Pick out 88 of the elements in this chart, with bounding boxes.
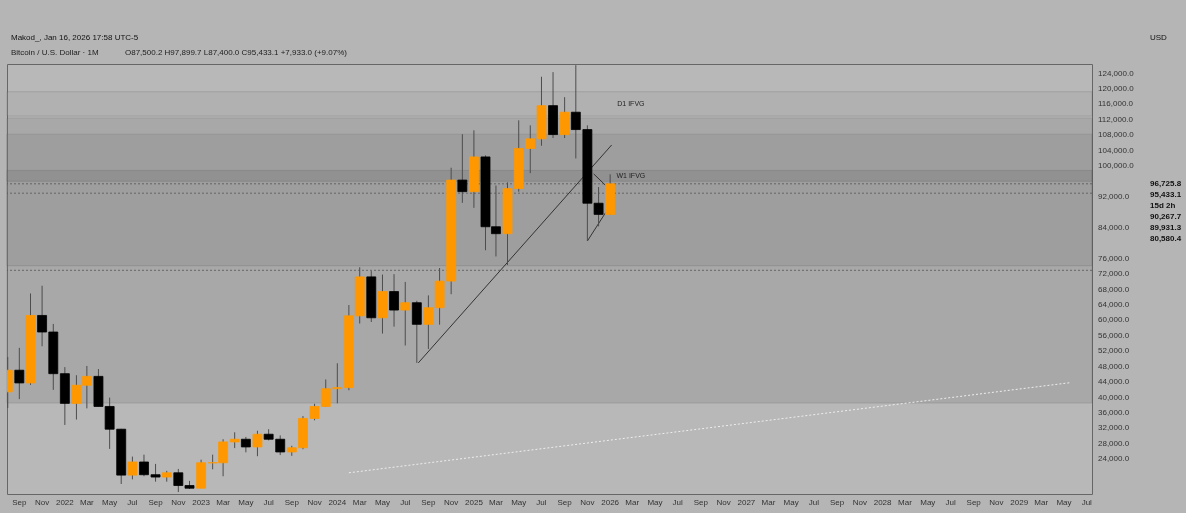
x-tick-label: Sep: [693, 498, 709, 507]
x-tick-label: Sep: [12, 498, 27, 507]
x-tick-label: Mar: [625, 498, 640, 507]
text: USD: [1150, 33, 1168, 42]
x-tick-label: Nov: [989, 498, 1004, 507]
y-tick-label: 48,000.0: [1098, 361, 1130, 371]
x-tick-label: Nov: [852, 498, 867, 507]
x-tick-label: 2022: [55, 498, 75, 507]
x-tick-label: May: [783, 498, 799, 507]
x-tick-label: May: [647, 498, 663, 507]
y-tick-label: 108,000.0: [1098, 130, 1135, 140]
text: 15d 2h: [1150, 201, 1176, 211]
candlestick: [389, 273, 399, 328]
y-tick-label: 40,000.0: [1098, 392, 1130, 402]
x-tick-label: 2029: [1010, 498, 1029, 507]
x-tick-label: May: [511, 498, 527, 507]
x-tick-label: May: [238, 498, 254, 507]
x-tick-label: May: [102, 498, 118, 507]
x-tick-label: Jul: [400, 498, 411, 507]
y-tick-label: 56,000.0: [1098, 330, 1130, 340]
candlestick: [400, 281, 411, 347]
y-tick-label: 24,000.0: [1098, 454, 1130, 464]
x-tick-label: May: [920, 498, 936, 507]
y-tick-label: 64,000.0: [1098, 300, 1130, 310]
x-tick-label: Sep: [148, 498, 164, 507]
x-tick-label: Nov: [716, 498, 731, 507]
x-tick-label: Mar: [79, 498, 95, 507]
y-tick-label: 68,000.0: [1098, 284, 1130, 294]
x-tick-label: Jul: [672, 498, 684, 507]
text: 95,433.1: [1150, 190, 1182, 200]
y-tick-label: 76,000.0: [1098, 253, 1130, 263]
text: Makod_, Jan 16, 2026 17:58 UTC-5: [11, 33, 139, 42]
x-tick-label: May: [1056, 498, 1072, 507]
x-tick-label: 2025: [465, 498, 484, 507]
y-tick-label: 44,000.0: [1098, 377, 1130, 387]
candlestick: [252, 430, 263, 457]
x-tick-label: Nov: [34, 498, 50, 507]
x-tick-label: Sep: [966, 498, 982, 507]
x-tick-label: Jul: [536, 498, 547, 507]
x-tick-label: Jul: [127, 498, 138, 507]
y-tick-label: 32,000.0: [1098, 423, 1130, 433]
candlestick: [127, 456, 138, 480]
text: 80,580.4: [1150, 234, 1182, 244]
text: 89,931.3: [1150, 223, 1182, 233]
text: 90,267.7: [1150, 212, 1182, 222]
chart-title: Bitcoin / U.S. Dollar · 1M: [11, 48, 99, 57]
x-tick-label: Jul: [808, 498, 820, 507]
candlestick: [14, 347, 25, 400]
y-tick-label: 112,000.0: [1098, 114, 1134, 124]
y-tick-label: 84,000.0: [1098, 222, 1130, 232]
candlestick: [559, 96, 570, 139]
x-tick-label: Sep: [421, 498, 437, 507]
x-tick-label: Jul: [945, 498, 956, 507]
x-tick-label: 2028: [873, 498, 893, 507]
y-tick-label: 60,000.0: [1098, 315, 1130, 325]
y-tick-label: 100,000.0: [1098, 161, 1135, 171]
x-tick-label: Mar: [898, 498, 913, 507]
x-tick-label: Jul: [1081, 498, 1093, 507]
x-tick-label: Mar: [216, 498, 231, 507]
x-tick-label: Mar: [352, 498, 367, 507]
x-tick-label: 2023: [192, 498, 211, 507]
x-tick-label: Sep: [829, 498, 845, 507]
x-tick-label: Jul: [263, 498, 274, 507]
y-tick-label: 72,000.0: [1098, 269, 1130, 279]
y-tick-label: 120,000.0: [1098, 84, 1135, 94]
chart-subtitle: O87,500.2 H97,899.7 L87,400.0 C95,433.1 +7,933.0 (+9.07%): [125, 48, 348, 57]
x-tick-label: Sep: [557, 498, 573, 507]
x-tick-label: Mar: [1034, 498, 1049, 507]
text: 96,725.8: [1150, 179, 1182, 189]
x-tick-label: 2024: [328, 498, 347, 507]
y-tick-label: 28,000.0: [1098, 438, 1130, 448]
x-tick-label: Nov: [580, 498, 595, 507]
x-tick-label: May: [374, 498, 391, 507]
x-tick-label: Nov: [444, 498, 459, 507]
y-tick-label: 124,000.0: [1098, 68, 1135, 78]
x-tick-label: Nov: [171, 498, 186, 507]
x-tick-label: Sep: [284, 498, 300, 507]
candlestick: [411, 300, 422, 364]
x-tick-label: Mar: [761, 498, 776, 507]
x-tick-label: Nov: [307, 498, 322, 507]
x-tick-label: 2027: [737, 498, 756, 507]
y-tick-label: 36,000.0: [1098, 408, 1130, 418]
y-tick-label: 104,000.0: [1098, 145, 1135, 155]
y-tick-label: 92,000.0: [1098, 192, 1130, 202]
x-tick-label: Mar: [489, 498, 504, 507]
y-tick-label: 116,000.0: [1098, 99, 1134, 109]
y-tick-label: 52,000.0: [1098, 346, 1130, 356]
x-tick-label: 2026: [601, 498, 620, 507]
